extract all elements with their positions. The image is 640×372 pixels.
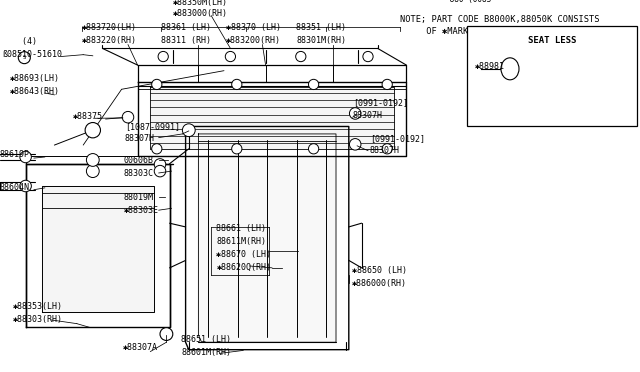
- Text: ✱883720(LH): ✱883720(LH): [82, 23, 137, 32]
- Circle shape: [152, 144, 162, 154]
- Circle shape: [154, 159, 166, 170]
- Text: 88301M(RH): 88301M(RH): [296, 36, 346, 45]
- Text: ✱88981: ✱88981: [475, 62, 505, 71]
- Text: ✱88670 (LH): ✱88670 (LH): [216, 250, 271, 259]
- Circle shape: [182, 124, 195, 137]
- Text: ✱883000(RH): ✱883000(RH): [173, 9, 228, 18]
- Circle shape: [363, 51, 373, 62]
- Text: NOTE; PART CODE B8000K,88050K CONSISTS: NOTE; PART CODE B8000K,88050K CONSISTS: [400, 15, 600, 24]
- Text: 88361 (LH): 88361 (LH): [161, 23, 211, 32]
- Circle shape: [308, 79, 319, 90]
- Text: ✱88620Q(RH): ✱88620Q(RH): [216, 263, 271, 272]
- Polygon shape: [198, 134, 336, 342]
- Text: 88303C: 88303C: [124, 169, 154, 178]
- Text: ✱886000(RH): ✱886000(RH): [352, 279, 407, 288]
- Text: ✱88693(LH): ✱88693(LH): [10, 74, 60, 83]
- Circle shape: [349, 139, 361, 150]
- Circle shape: [158, 51, 168, 62]
- Polygon shape: [26, 164, 170, 327]
- Text: [0991-0192]: [0991-0192]: [370, 134, 425, 143]
- Circle shape: [382, 79, 392, 90]
- Text: 88611M(RH): 88611M(RH): [216, 237, 266, 246]
- Text: ✱88303E: ✱88303E: [124, 206, 159, 215]
- Circle shape: [296, 51, 306, 62]
- Text: 88661 (LH): 88661 (LH): [216, 224, 266, 232]
- Circle shape: [86, 154, 99, 166]
- Text: [0991-0192]: [0991-0192]: [353, 98, 408, 107]
- Circle shape: [160, 328, 173, 340]
- Text: [1087-0991]: [1087-0991]: [125, 122, 180, 131]
- Circle shape: [19, 52, 30, 64]
- Text: OF ✱MARKED PARTS.(USA): OF ✱MARKED PARTS.(USA): [400, 27, 541, 36]
- Text: 88604N: 88604N: [0, 183, 30, 192]
- Text: 88311 (RH): 88311 (RH): [161, 36, 211, 45]
- Text: ✱883220(RH): ✱883220(RH): [82, 36, 137, 45]
- Circle shape: [225, 51, 236, 62]
- Ellipse shape: [501, 58, 519, 80]
- Circle shape: [86, 165, 99, 177]
- Text: ✱88303(RH): ✱88303(RH): [13, 315, 63, 324]
- Text: S: S: [22, 55, 26, 60]
- Circle shape: [85, 122, 100, 138]
- Text: ✱88350M(LH): ✱88350M(LH): [173, 0, 228, 7]
- Text: ✱88643(RH): ✱88643(RH): [10, 87, 60, 96]
- Text: ✱883200(RH): ✱883200(RH): [226, 36, 281, 45]
- Text: ^880 (0083: ^880 (0083: [445, 0, 491, 4]
- Circle shape: [122, 112, 134, 123]
- Circle shape: [308, 144, 319, 154]
- Circle shape: [349, 108, 361, 119]
- Text: 88601M(RH): 88601M(RH): [181, 348, 231, 357]
- Text: ✱88353(LH): ✱88353(LH): [13, 302, 63, 311]
- Text: (4): (4): [2, 37, 37, 46]
- Circle shape: [232, 144, 242, 154]
- Polygon shape: [150, 87, 394, 149]
- Text: 88619P: 88619P: [0, 150, 30, 159]
- Polygon shape: [186, 126, 349, 350]
- Circle shape: [20, 180, 31, 192]
- Text: 88307H: 88307H: [125, 134, 155, 143]
- Text: ✱88370 (LH): ✱88370 (LH): [226, 23, 281, 32]
- Text: 00606B: 00606B: [124, 156, 154, 165]
- Circle shape: [382, 144, 392, 154]
- Circle shape: [154, 166, 166, 177]
- Text: ß08510-51610: ß08510-51610: [2, 50, 62, 59]
- Polygon shape: [42, 186, 154, 312]
- Text: ✱88650 (LH): ✱88650 (LH): [352, 266, 407, 275]
- Circle shape: [20, 151, 31, 163]
- Circle shape: [152, 79, 162, 90]
- Text: 88019M: 88019M: [124, 193, 154, 202]
- Text: ✱88375: ✱88375: [72, 112, 102, 121]
- Text: 88351 (LH): 88351 (LH): [296, 23, 346, 32]
- Text: ✱88307A: ✱88307A: [123, 343, 158, 352]
- Bar: [467, 26, 637, 126]
- Text: 88307H: 88307H: [353, 111, 383, 120]
- Polygon shape: [138, 82, 406, 156]
- Circle shape: [232, 79, 242, 90]
- Text: SEAT LESS: SEAT LESS: [528, 36, 576, 45]
- Text: 88651 (LH): 88651 (LH): [181, 335, 231, 344]
- Text: 88307H: 88307H: [370, 147, 400, 155]
